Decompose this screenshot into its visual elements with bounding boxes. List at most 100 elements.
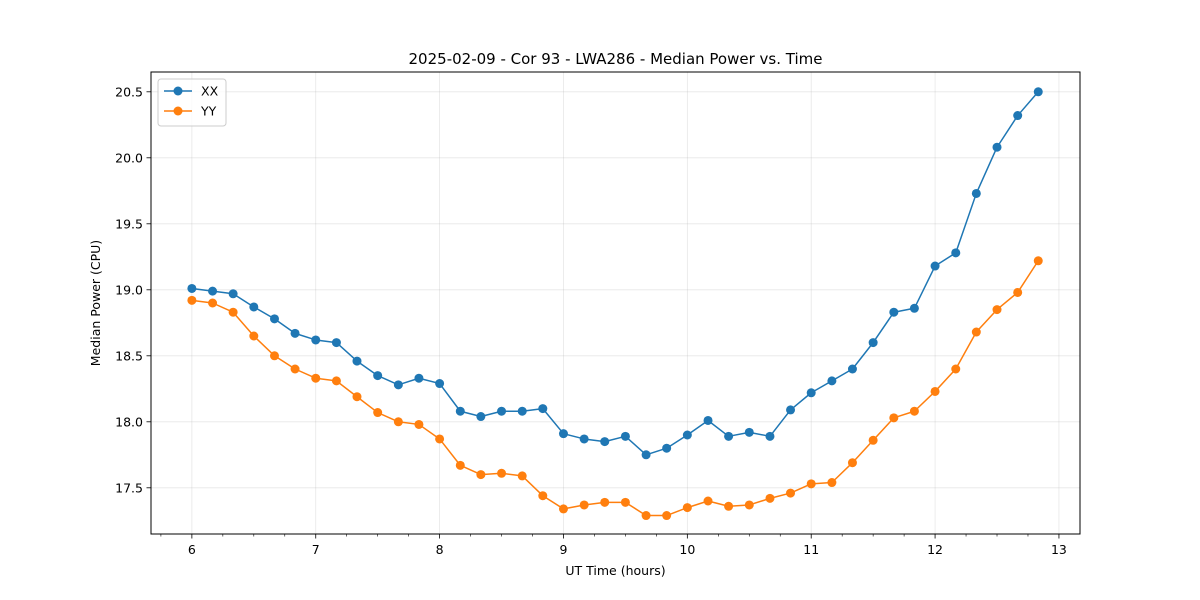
data-point-yy bbox=[269, 351, 279, 361]
data-point-xx bbox=[208, 286, 218, 296]
y-tick-label: 18.0 bbox=[115, 414, 143, 429]
data-point-xx bbox=[393, 380, 403, 390]
x-tick-label: 13 bbox=[1051, 542, 1067, 557]
data-point-yy bbox=[868, 435, 878, 445]
data-point-yy bbox=[786, 488, 796, 498]
data-point-xx bbox=[373, 371, 383, 381]
tick-layer: 6 7 8 9 10 11 12 13 17.5 18.0 18.5 19.0 19.5 20.0 20.5 bbox=[115, 84, 1067, 557]
data-point-xx bbox=[703, 415, 713, 425]
data-point-yy bbox=[455, 460, 465, 470]
data-point-xx bbox=[1033, 87, 1043, 97]
y-tick-label: 20.5 bbox=[115, 84, 143, 99]
x-axis-label: UT Time (hours) bbox=[565, 563, 665, 578]
data-point-xx bbox=[620, 431, 630, 441]
data-point-yy bbox=[620, 497, 630, 507]
data-point-yy bbox=[847, 458, 857, 468]
x-tick-label: 11 bbox=[803, 542, 819, 557]
x-tick-label: 10 bbox=[679, 542, 695, 557]
data-point-yy bbox=[662, 511, 672, 521]
data-point-xx bbox=[951, 248, 961, 258]
data-point-xx bbox=[352, 356, 362, 366]
data-point-yy bbox=[187, 295, 197, 305]
data-point-yy bbox=[228, 307, 238, 317]
data-point-xx bbox=[641, 450, 651, 460]
data-point-xx bbox=[889, 307, 899, 317]
data-point-yy bbox=[827, 478, 837, 488]
series-layer bbox=[187, 87, 1043, 521]
data-point-xx bbox=[414, 373, 424, 383]
data-point-xx bbox=[311, 335, 321, 345]
data-point-xx bbox=[765, 431, 775, 441]
data-point-xx bbox=[992, 142, 1002, 152]
data-point-xx bbox=[868, 338, 878, 348]
data-point-yy bbox=[971, 327, 981, 337]
data-point-yy bbox=[1033, 256, 1043, 266]
data-point-yy bbox=[538, 491, 548, 501]
x-tick-label: 12 bbox=[927, 542, 943, 557]
data-point-yy bbox=[682, 503, 692, 513]
data-point-xx bbox=[228, 289, 238, 299]
y-tick-label: 19.0 bbox=[115, 282, 143, 297]
data-point-yy bbox=[311, 373, 321, 383]
y-tick-label: 20.0 bbox=[115, 150, 143, 165]
data-point-yy bbox=[1013, 287, 1023, 297]
legend: XX YY bbox=[157, 78, 227, 127]
data-point-xx bbox=[269, 314, 279, 324]
grid-layer bbox=[151, 72, 1080, 534]
data-point-yy bbox=[497, 468, 507, 478]
data-point-yy bbox=[373, 408, 383, 418]
data-point-yy bbox=[806, 479, 816, 489]
data-point-xx bbox=[476, 412, 486, 422]
data-point-xx bbox=[1013, 111, 1023, 121]
data-point-yy bbox=[889, 413, 899, 423]
data-point-yy bbox=[703, 496, 713, 506]
data-point-yy bbox=[517, 471, 527, 481]
y-axis-label: Median Power (CPU) bbox=[88, 240, 103, 366]
x-tick-label: 8 bbox=[436, 542, 444, 557]
data-point-xx bbox=[249, 302, 259, 312]
y-tick-label: 17.5 bbox=[115, 480, 143, 495]
data-point-xx bbox=[724, 431, 734, 441]
data-point-xx bbox=[517, 406, 527, 416]
data-point-yy bbox=[331, 376, 341, 386]
x-tick-label: 6 bbox=[188, 542, 196, 557]
data-point-xx bbox=[435, 379, 445, 389]
data-point-xx bbox=[579, 434, 589, 444]
x-tick-label: 7 bbox=[312, 542, 320, 557]
data-point-yy bbox=[765, 493, 775, 503]
data-point-yy bbox=[909, 406, 919, 416]
data-point-xx bbox=[786, 405, 796, 415]
data-point-yy bbox=[600, 497, 610, 507]
data-point-yy bbox=[249, 331, 259, 341]
data-point-yy bbox=[352, 392, 362, 402]
data-point-xx bbox=[455, 406, 465, 416]
data-point-yy bbox=[641, 511, 651, 521]
data-point-xx bbox=[662, 443, 672, 453]
data-point-yy bbox=[414, 419, 424, 429]
data-point-yy bbox=[951, 364, 961, 374]
data-point-xx bbox=[682, 430, 692, 440]
data-point-xx bbox=[538, 404, 548, 414]
data-point-xx bbox=[909, 303, 919, 313]
legend-label-yy: YY bbox=[200, 104, 217, 119]
data-point-yy bbox=[208, 298, 218, 308]
data-point-xx bbox=[600, 437, 610, 447]
data-point-yy bbox=[930, 386, 940, 396]
legend-marker-yy bbox=[173, 106, 183, 116]
data-point-xx bbox=[331, 338, 341, 348]
y-tick-label: 19.5 bbox=[115, 216, 143, 231]
chart-title: 2025-02-09 - Cor 93 - LWA286 - Median Po… bbox=[409, 50, 823, 68]
data-point-xx bbox=[744, 427, 754, 437]
data-point-yy bbox=[724, 501, 734, 511]
data-point-xx bbox=[558, 429, 568, 439]
data-point-xx bbox=[806, 388, 816, 398]
legend-label-xx: XX bbox=[201, 84, 219, 99]
y-tick-label: 18.5 bbox=[115, 348, 143, 363]
legend-marker-xx bbox=[173, 86, 183, 96]
data-point-xx bbox=[497, 406, 507, 416]
data-point-yy bbox=[744, 500, 754, 510]
data-point-yy bbox=[435, 434, 445, 444]
data-point-yy bbox=[579, 500, 589, 510]
data-point-xx bbox=[971, 188, 981, 198]
